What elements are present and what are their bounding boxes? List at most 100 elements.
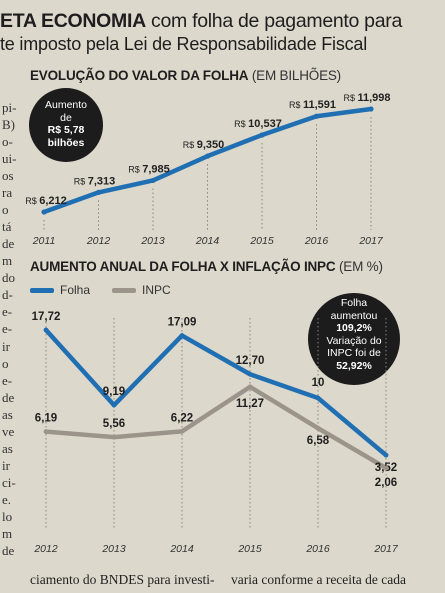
- left-column-fragment: o-: [2, 134, 13, 150]
- chart1-data-label: R$ 9,350: [183, 139, 225, 151]
- chart2-data-label-folha: 12,70: [236, 355, 265, 367]
- left-column-fragment: de: [2, 542, 15, 558]
- left-column-fragment: o: [2, 202, 9, 218]
- chart1-data-label: R$ 7,985: [128, 163, 170, 175]
- left-column-fragment: as: [2, 440, 13, 456]
- chart1-data-label: R$ 10,537: [234, 118, 282, 130]
- left-column-fragment: ci-: [2, 474, 16, 490]
- left-column-fragment: tá: [2, 219, 12, 235]
- left-column-fragment: de: [2, 236, 15, 252]
- bubble1-line2: de: [60, 111, 72, 124]
- chart1-data-label: R$ 6,212: [25, 195, 67, 207]
- bubble1-line4: bilhões: [47, 136, 85, 149]
- chart2-data-label-inpc: 6,58: [307, 435, 330, 447]
- chart1-title: EVOLUÇÃO DO VALOR DA FOLHA (EM BILHÕES): [30, 68, 341, 83]
- chart2-point-inpc: [247, 384, 253, 390]
- chart1-x-tick-label: 2013: [140, 235, 165, 247]
- left-column-fragment: lo: [2, 508, 13, 524]
- chart2-point-folha: [247, 371, 253, 377]
- chart2-title-unit: (EM %): [338, 259, 383, 274]
- headline-line-1: ETA ECONOMIA com folha de pagamento para: [0, 10, 402, 33]
- chart2-data-label-inpc: 6,22: [171, 412, 193, 424]
- chart2-series-line-folha: [43, 327, 389, 458]
- chart2-x-tick-label: 2015: [237, 543, 262, 555]
- chart2-data-label-inpc: 2,06: [375, 477, 397, 489]
- chart1-x-tick-label: 2012: [86, 235, 111, 247]
- chart2-point-folha: [315, 395, 321, 401]
- chart1-x-tick-label: 2016: [304, 235, 329, 247]
- chart2-point-folha: [179, 333, 185, 338]
- chart2-point-inpc: [111, 434, 117, 440]
- chart2-data-label-inpc: 6,19: [35, 413, 57, 425]
- left-column-fragment: o: [2, 355, 9, 371]
- chart2-point-folha: [111, 402, 117, 408]
- chart1-point: [368, 106, 374, 112]
- legend-inpc: INPC: [112, 283, 171, 297]
- left-column-fragment: B): [2, 117, 15, 133]
- chart1-x-tick-label: 2015: [249, 235, 274, 247]
- chart2-x-tick-label: 2017: [373, 543, 399, 555]
- left-column-fragment: m: [2, 525, 13, 541]
- left-column-fragment: e-: [2, 304, 13, 320]
- chart1-point: [41, 209, 47, 215]
- chart1-x-tick-label: 2017: [358, 235, 384, 247]
- bubble2-line6: 52,92%: [336, 359, 372, 372]
- chart1-x-tick-label: 2011: [32, 235, 56, 247]
- chart1-point: [95, 189, 102, 196]
- left-column-fragment: as: [2, 406, 13, 422]
- chart2-title: AUMENTO ANUAL DA FOLHA X INFLAÇÃO INPC (…: [30, 259, 383, 274]
- chart2-point-inpc: [179, 428, 185, 434]
- chart2-data-label-inpc: 5,56: [103, 418, 125, 430]
- left-column-fragment: e-: [2, 372, 13, 388]
- footer-right: varia conforme a receita de cada: [231, 572, 407, 587]
- chart2-point-folha: [43, 327, 49, 333]
- chart1-title-unit: (EM BILHÕES): [251, 68, 341, 83]
- left-column-fragment: os: [2, 168, 14, 184]
- headline-lead: ETA ECONOMIA: [0, 10, 146, 32]
- left-column-fragment: ir: [2, 338, 10, 354]
- chart2-data-label-folha: 10: [312, 377, 325, 389]
- chart2-data-label-inpc: 11,27: [236, 398, 264, 410]
- chart2-x-tick-label: 2016: [305, 543, 330, 555]
- chart1-data-label: R$ 7,313: [74, 175, 116, 187]
- left-column-fragment: m: [2, 253, 13, 269]
- chart1-point: [313, 113, 320, 119]
- bubble1-line1: Aumento: [44, 99, 88, 111]
- left-column-fragment: de: [2, 389, 15, 405]
- chart2-data-label-folha: 17,72: [32, 311, 61, 323]
- chart2-x-tick-label: 2013: [101, 543, 126, 555]
- left-column-fragment: pi-: [2, 100, 17, 115]
- chart1-data-label: R$ 11,998: [343, 92, 390, 104]
- bubble2-line4: Variação do: [326, 334, 382, 347]
- chart2-point-inpc: [43, 429, 49, 435]
- bubble1-line3: R$ 5,78: [47, 124, 85, 136]
- chart1-data-label: R$ 11,591: [289, 99, 336, 111]
- bubble2-line1: Folha: [340, 297, 368, 309]
- legend-inpc-swatch: [112, 288, 136, 294]
- chart2-annotation-bubble: Folha aumentou 109,2% Variação do INPC f…: [308, 293, 400, 385]
- chart1-annotation-bubble: Aumento de R$ 5,78 bilhões: [29, 88, 103, 162]
- headline-rest: com folha de pagamento para: [145, 10, 403, 32]
- chart2-x-tick-label: 2012: [33, 543, 58, 555]
- bubble2-line3: 109,2%: [336, 322, 372, 334]
- left-column-fragment: e-: [2, 321, 13, 337]
- bubble2-line2: aumentou: [330, 309, 378, 322]
- bubble2-line5: INPC foi de: [327, 347, 381, 359]
- chart2-data-label-folha: 9,19: [103, 386, 125, 398]
- chart2-point-inpc: [315, 425, 321, 431]
- legend-folha: Folha: [30, 283, 90, 297]
- headline-line-2: te imposto pela Lei de Responsabilidade …: [0, 34, 368, 54]
- chart2-title-text: AUMENTO ANUAL DA FOLHA X INFLAÇÃO INPC: [30, 259, 336, 274]
- left-column-fragment: ve: [2, 423, 15, 439]
- chart2-series-line-inpc: [43, 384, 389, 471]
- chart2-data-label-folha: 17,09: [168, 317, 197, 329]
- chart1-x-tick-label: 2014: [195, 235, 220, 247]
- chart1-point: [150, 177, 156, 184]
- left-column-fragment: ui-: [2, 151, 17, 167]
- chart2-point-folha: [383, 452, 389, 458]
- left-column-fragment: ir: [2, 457, 10, 473]
- left-column-fragment: do: [2, 270, 15, 286]
- legend-inpc-label: INPC: [142, 283, 171, 297]
- chart2-point-inpc: [383, 465, 389, 471]
